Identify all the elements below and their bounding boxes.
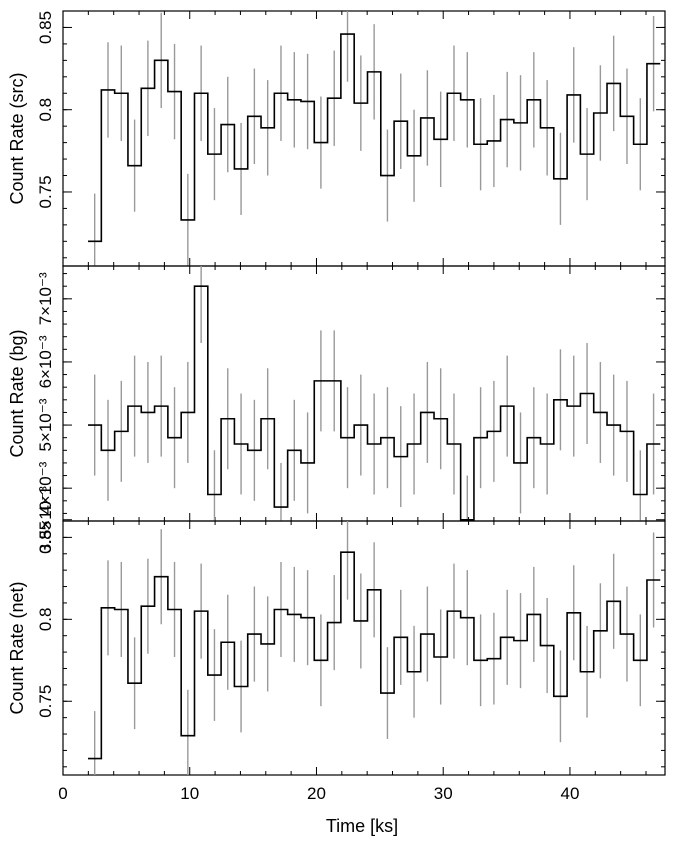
x-tick-label: 0 bbox=[58, 784, 67, 803]
panel-data bbox=[88, 266, 661, 521]
panel-2: 3.5×10⁻³4×10⁻³ 5×10⁻³ 6×10⁻³ 7×10⁻³ Count Ra… bbox=[7, 265, 666, 553]
step-line bbox=[88, 33, 661, 243]
y-tick-label: 0.8 bbox=[36, 608, 55, 632]
panel-frame bbox=[62, 265, 666, 522]
y-tick-label: 3.5×10⁻³ bbox=[36, 486, 55, 553]
y-axis-label: Count Rate (src) bbox=[7, 72, 27, 204]
y-axis-label: Count Rate (net) bbox=[7, 581, 27, 714]
x-tick-label: 40 bbox=[560, 784, 579, 803]
x-axis-label: Time [ks] bbox=[326, 816, 398, 836]
panel-3: 0.75 0.8 0.85 Count Rate (net) bbox=[7, 520, 666, 776]
panel-frame bbox=[62, 520, 666, 776]
x-tick-label: 10 bbox=[180, 784, 199, 803]
y-tick-label: 0.75 bbox=[36, 175, 55, 208]
panel-data bbox=[88, 521, 661, 775]
x-tick-label: 20 bbox=[307, 784, 326, 803]
y-axis-label: Count Rate (bg) bbox=[7, 329, 27, 457]
panel-frame bbox=[62, 10, 666, 267]
y-tick-label: 7×10⁻³ bbox=[36, 272, 55, 325]
step-line bbox=[88, 551, 661, 760]
panel-1: 0.75 0.8 0.85 Count Rate (src) bbox=[7, 10, 666, 267]
y-tick-label: 0.85 bbox=[36, 521, 55, 554]
y-tick-label: 5×10⁻³ bbox=[36, 398, 55, 451]
y-tick-label: 6×10⁻³ bbox=[36, 335, 55, 388]
x-tick-label: 30 bbox=[434, 784, 453, 803]
y-tick-label: 0.8 bbox=[36, 98, 55, 122]
panels-layer: 0.75 0.8 0.85 Count Rate (src) 3.5×10⁻³4×10⁻… bbox=[7, 10, 666, 803]
panel-data bbox=[88, 11, 661, 266]
y-tick-label: 0.75 bbox=[36, 685, 55, 718]
y-tick-label: 0.85 bbox=[36, 11, 55, 44]
y-tick-label: 4×10⁻³ bbox=[36, 461, 55, 514]
step-line bbox=[88, 285, 661, 521]
